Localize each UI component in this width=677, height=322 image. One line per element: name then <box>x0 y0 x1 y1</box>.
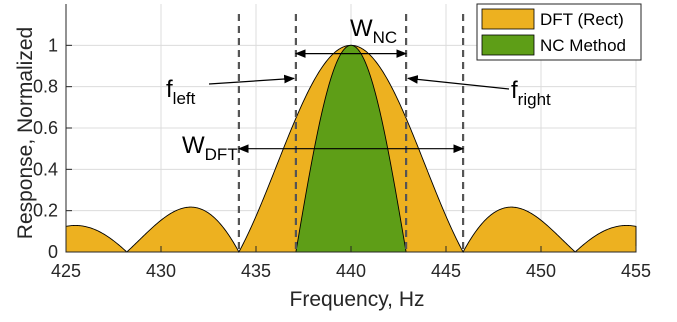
w-dft-label: WDFT <box>182 132 238 164</box>
legend-label-dft: DFT (Rect) <box>540 10 624 29</box>
y-tick-label: 0.2 <box>33 201 58 221</box>
x-tick-label: 425 <box>51 261 81 281</box>
w-nc-label: WNC <box>350 15 397 47</box>
annotations: WNC WDFT fleft fright <box>166 15 551 164</box>
x-tick-label: 430 <box>146 261 176 281</box>
x-axis-label: Frequency, Hz <box>290 288 425 311</box>
f-right-label: fright <box>511 77 551 109</box>
y-tick-label: 1 <box>48 35 58 55</box>
axes <box>65 4 637 253</box>
x-tick-label: 450 <box>526 261 556 281</box>
y-tick-label: 0.4 <box>33 159 58 179</box>
tick-labels: 425 430 435 440 445 450 455 0 0.2 0.4 0.6 0.8 1 <box>33 35 651 281</box>
x-tick-label: 445 <box>431 261 461 281</box>
y-axis-label: Response, Normalized <box>14 27 37 239</box>
y-tick-label: 0.8 <box>33 77 58 97</box>
x-tick-label: 440 <box>336 261 366 281</box>
f-left-arrow <box>208 74 295 85</box>
legend-swatch-nc <box>481 34 535 56</box>
x-tick-label: 455 <box>621 261 651 281</box>
f-left-label: fleft <box>166 76 196 108</box>
x-tick-label: 435 <box>241 261 271 281</box>
y-tick-label: 0.6 <box>33 118 58 138</box>
f-right-arrow <box>407 75 510 90</box>
y-tick-label: 0 <box>48 242 58 262</box>
legend-swatch-dft <box>481 8 535 30</box>
legend: DFT (Rect) NC Method <box>476 3 642 61</box>
legend-label-nc: NC Method <box>540 36 626 55</box>
